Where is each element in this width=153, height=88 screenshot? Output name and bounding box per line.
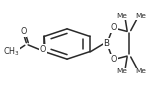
Text: O: O — [20, 27, 26, 36]
Text: Me: Me — [135, 13, 146, 19]
Text: B: B — [103, 39, 109, 48]
Text: O: O — [111, 23, 117, 32]
Text: Me: Me — [117, 13, 128, 19]
Text: CH$_3$: CH$_3$ — [3, 45, 20, 58]
Text: O: O — [111, 55, 117, 64]
Text: O: O — [40, 45, 46, 54]
Text: Me: Me — [135, 68, 146, 74]
Text: Me: Me — [117, 68, 128, 74]
